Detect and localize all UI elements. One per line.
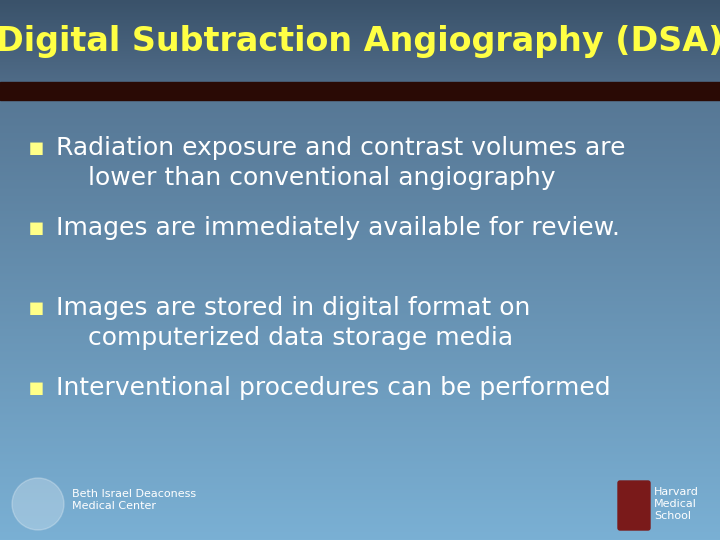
Text: Interventional procedures can be performed: Interventional procedures can be perform… — [56, 376, 611, 400]
Text: ▪: ▪ — [28, 216, 45, 240]
Text: ▪: ▪ — [28, 296, 45, 320]
Bar — [0, 82, 720, 100]
Text: ▪: ▪ — [28, 376, 45, 400]
Text: Radiation exposure and contrast volumes are: Radiation exposure and contrast volumes … — [56, 136, 626, 160]
Text: Beth Israel Deaconess
Medical Center: Beth Israel Deaconess Medical Center — [72, 489, 196, 511]
Circle shape — [12, 478, 64, 530]
FancyBboxPatch shape — [618, 481, 650, 530]
Text: computerized data storage media: computerized data storage media — [80, 326, 513, 350]
Text: Images are stored in digital format on: Images are stored in digital format on — [56, 296, 531, 320]
Text: Harvard
Medical
School: Harvard Medical School — [654, 488, 699, 521]
Text: lower than conventional angiography: lower than conventional angiography — [80, 166, 556, 190]
Text: Digital Subtraction Angiography (DSA): Digital Subtraction Angiography (DSA) — [0, 24, 720, 57]
Text: ▪: ▪ — [28, 136, 45, 160]
Text: Images are immediately available for review.: Images are immediately available for rev… — [56, 216, 620, 240]
